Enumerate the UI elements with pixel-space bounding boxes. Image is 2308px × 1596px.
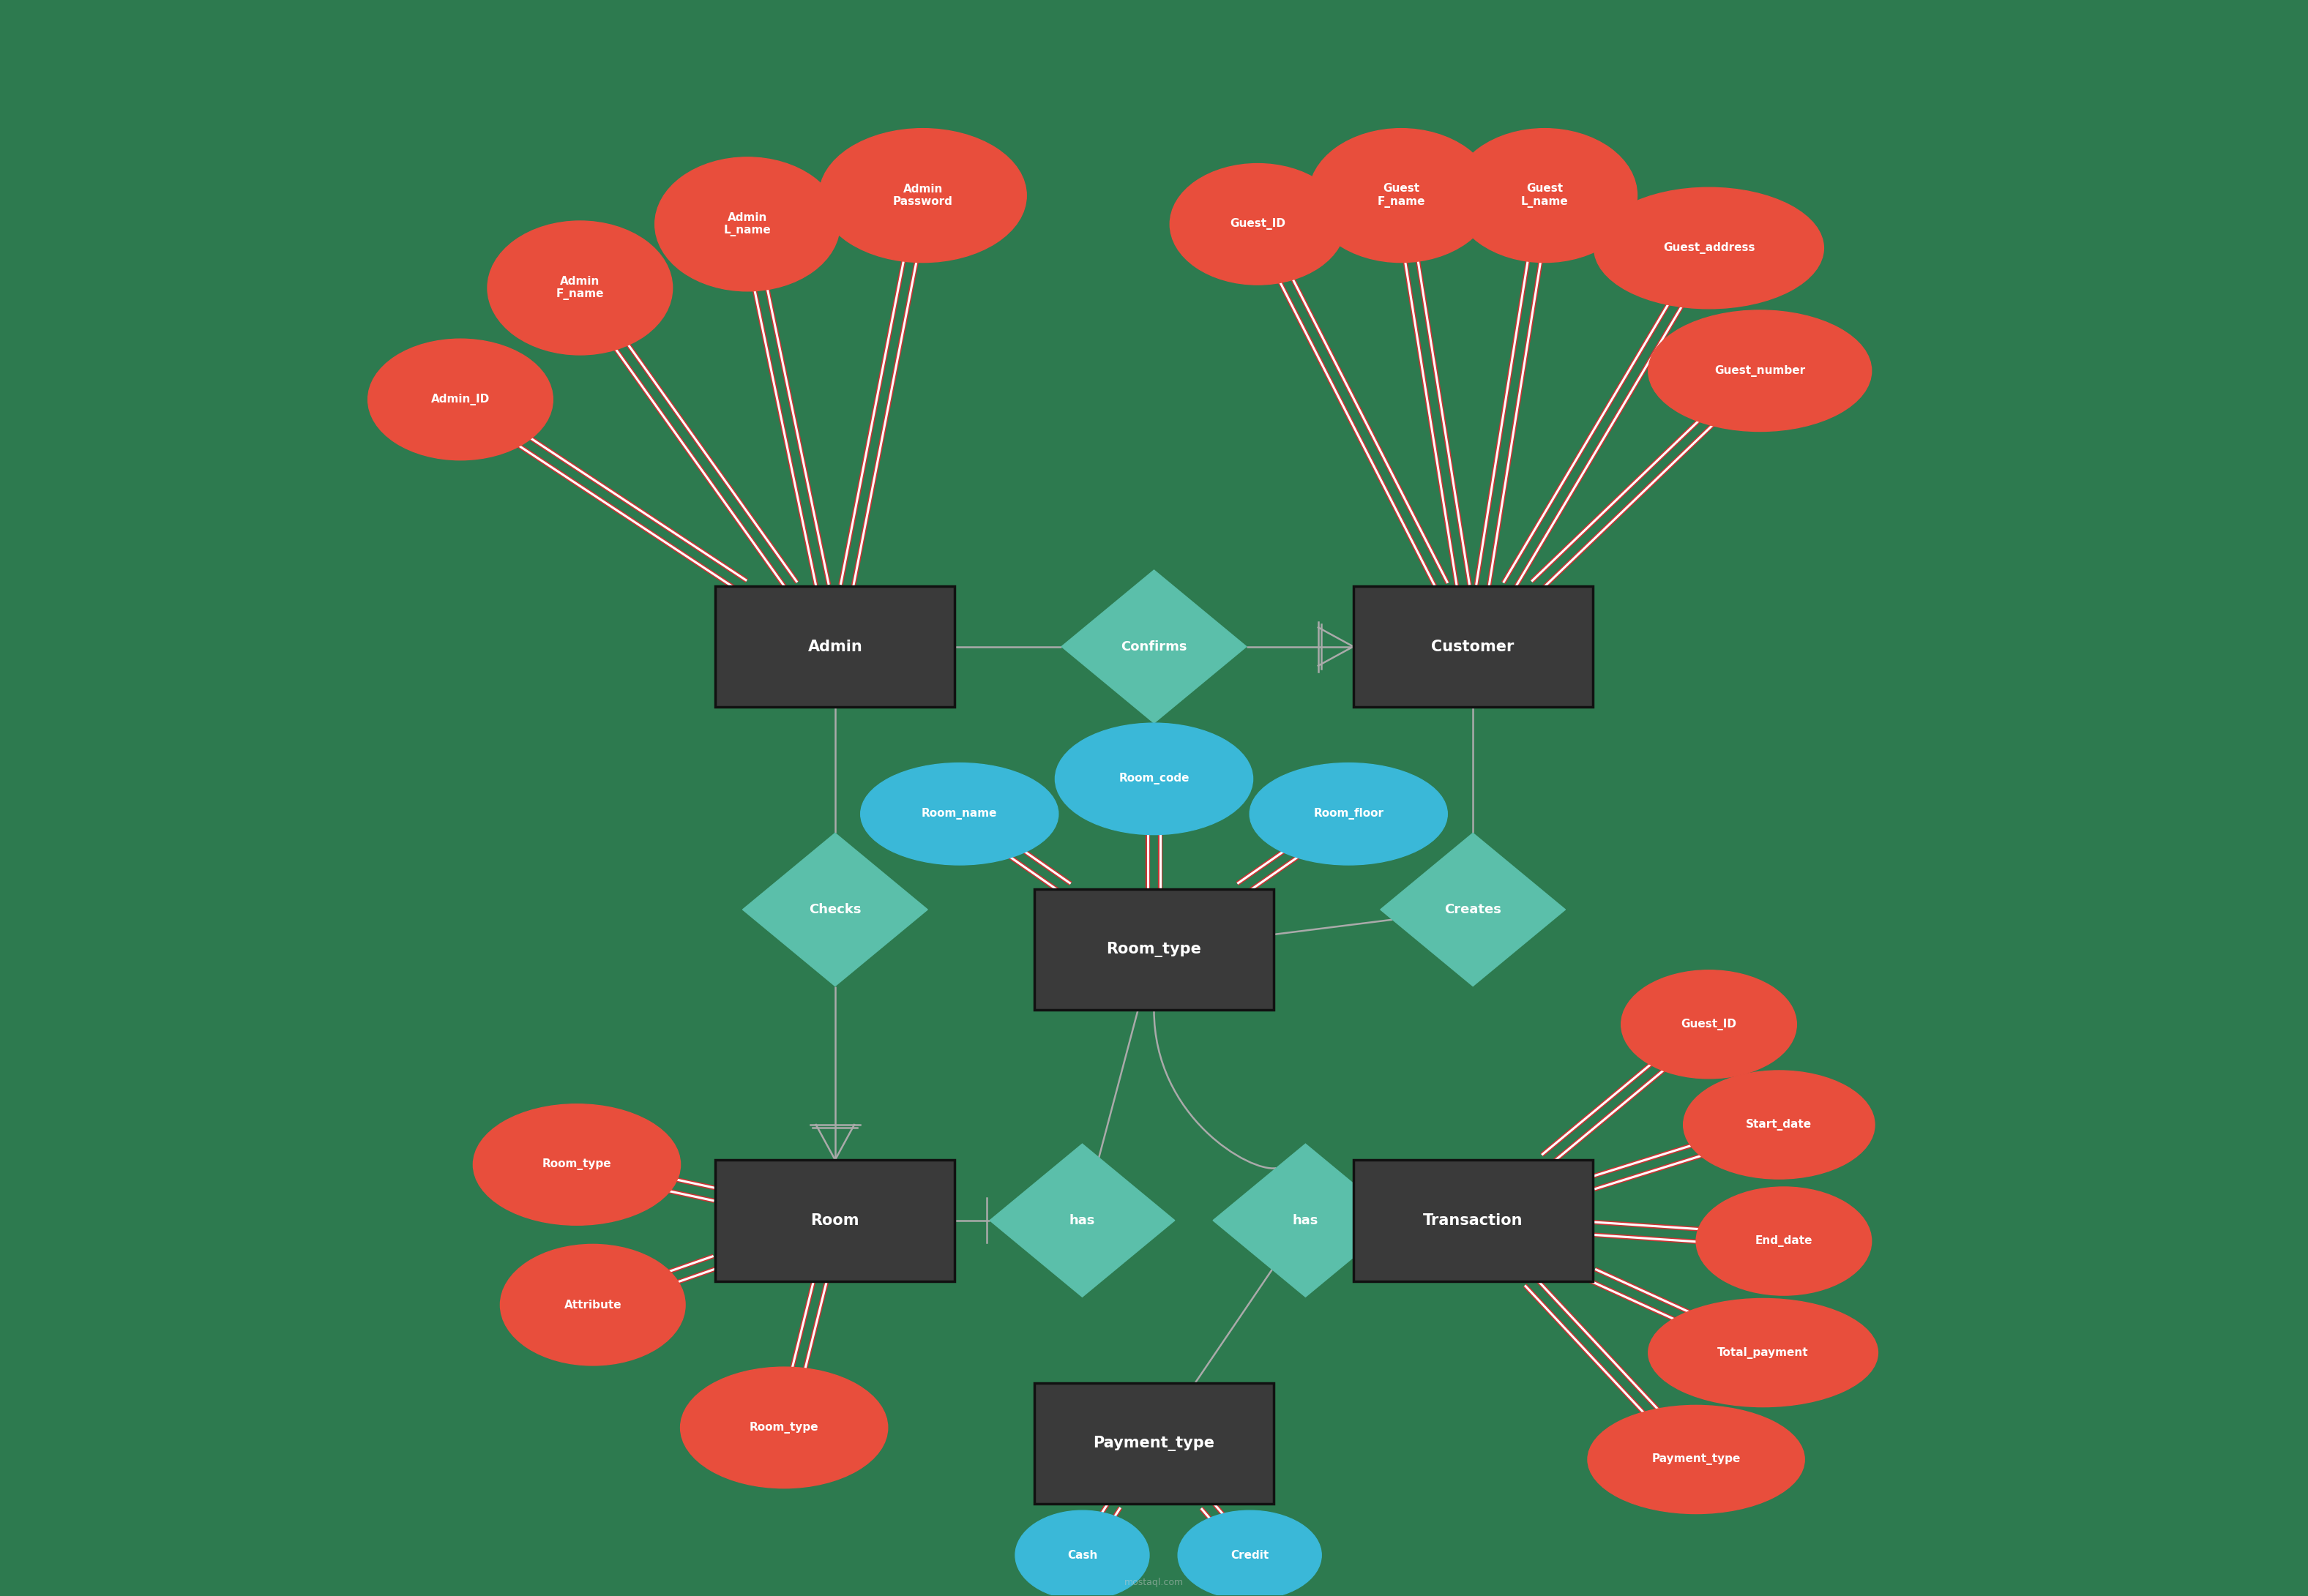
Text: has: has bbox=[1069, 1215, 1096, 1227]
Ellipse shape bbox=[1177, 1510, 1322, 1596]
Text: Room_floor: Room_floor bbox=[1313, 808, 1385, 820]
Ellipse shape bbox=[1595, 187, 1823, 308]
Text: Payment_type: Payment_type bbox=[1094, 1436, 1214, 1451]
Text: Cash: Cash bbox=[1066, 1550, 1096, 1561]
Ellipse shape bbox=[487, 220, 672, 354]
Polygon shape bbox=[743, 833, 928, 986]
Text: Guest_ID: Guest_ID bbox=[1680, 1018, 1736, 1029]
Text: Admin: Admin bbox=[808, 640, 863, 654]
FancyBboxPatch shape bbox=[1352, 586, 1593, 707]
Text: Checks: Checks bbox=[808, 903, 861, 916]
Text: Transaction: Transaction bbox=[1424, 1213, 1523, 1227]
Text: Confirms: Confirms bbox=[1122, 640, 1186, 653]
Ellipse shape bbox=[367, 338, 554, 460]
Ellipse shape bbox=[1648, 310, 1872, 431]
Polygon shape bbox=[1062, 570, 1246, 723]
Text: End_date: End_date bbox=[1754, 1235, 1812, 1246]
Text: Admin
F_name: Admin F_name bbox=[556, 276, 605, 300]
Ellipse shape bbox=[1452, 129, 1636, 262]
Ellipse shape bbox=[1055, 723, 1253, 835]
FancyBboxPatch shape bbox=[715, 586, 956, 707]
Ellipse shape bbox=[1170, 164, 1346, 284]
Polygon shape bbox=[1380, 833, 1565, 986]
Ellipse shape bbox=[861, 763, 1059, 865]
Text: Total_payment: Total_payment bbox=[1717, 1347, 1809, 1358]
Text: Room: Room bbox=[810, 1213, 859, 1227]
Text: Credit: Credit bbox=[1230, 1550, 1269, 1561]
Text: Room_code: Room_code bbox=[1119, 772, 1189, 785]
Text: Payment_type: Payment_type bbox=[1653, 1454, 1740, 1465]
Text: Room_type: Room_type bbox=[750, 1422, 819, 1433]
Text: Admin
Password: Admin Password bbox=[893, 184, 953, 207]
Text: mostaql.com: mostaql.com bbox=[1124, 1577, 1184, 1586]
Text: Attribute: Attribute bbox=[563, 1299, 621, 1310]
Ellipse shape bbox=[1648, 1299, 1879, 1408]
Ellipse shape bbox=[1696, 1187, 1872, 1296]
Ellipse shape bbox=[1249, 763, 1447, 865]
Text: Room_name: Room_name bbox=[921, 808, 997, 820]
Text: Guest_ID: Guest_ID bbox=[1230, 219, 1286, 230]
Text: Creates: Creates bbox=[1445, 903, 1503, 916]
Text: Room_type: Room_type bbox=[542, 1159, 612, 1170]
Text: Start_date: Start_date bbox=[1747, 1119, 1812, 1130]
Ellipse shape bbox=[655, 158, 840, 290]
Text: Room_type: Room_type bbox=[1106, 942, 1202, 958]
FancyBboxPatch shape bbox=[1034, 889, 1274, 1010]
Text: Admin
L_name: Admin L_name bbox=[725, 212, 771, 236]
FancyBboxPatch shape bbox=[1352, 1160, 1593, 1282]
Ellipse shape bbox=[819, 129, 1027, 262]
Text: Customer: Customer bbox=[1431, 640, 1514, 654]
Ellipse shape bbox=[501, 1245, 685, 1366]
FancyBboxPatch shape bbox=[715, 1160, 956, 1282]
Ellipse shape bbox=[1309, 129, 1493, 262]
Polygon shape bbox=[1214, 1144, 1399, 1298]
Ellipse shape bbox=[1016, 1510, 1149, 1596]
Ellipse shape bbox=[681, 1368, 889, 1487]
Text: Guest
L_name: Guest L_name bbox=[1521, 184, 1569, 207]
FancyBboxPatch shape bbox=[1034, 1384, 1274, 1503]
Ellipse shape bbox=[473, 1104, 681, 1226]
Ellipse shape bbox=[1620, 970, 1796, 1079]
Ellipse shape bbox=[1588, 1406, 1805, 1513]
Text: Admin_ID: Admin_ID bbox=[432, 394, 489, 405]
Text: Guest_number: Guest_number bbox=[1715, 365, 1805, 377]
Text: has: has bbox=[1292, 1215, 1318, 1227]
Ellipse shape bbox=[1683, 1071, 1874, 1179]
Polygon shape bbox=[990, 1144, 1175, 1298]
Text: Guest_address: Guest_address bbox=[1664, 243, 1754, 254]
Text: Guest
F_name: Guest F_name bbox=[1378, 184, 1424, 207]
